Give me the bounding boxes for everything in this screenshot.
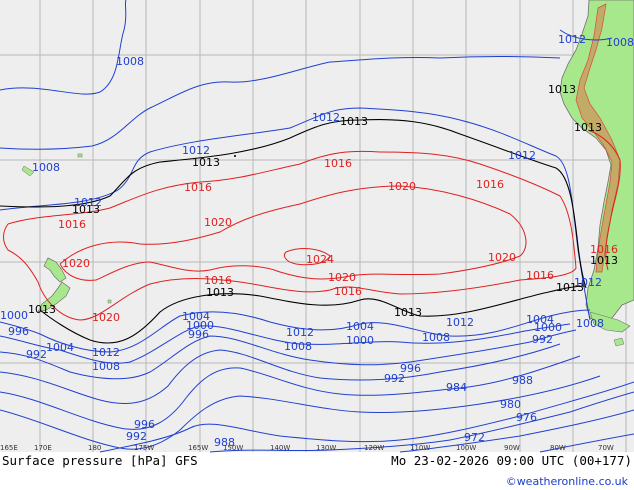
isobar-label: 992 [532, 333, 553, 346]
isobar-label: 992 [126, 430, 147, 443]
isobar-1013 [0, 118, 587, 344]
isobar-label: 1008 [92, 360, 120, 373]
isobar-label: 1013 [574, 121, 602, 134]
isobar-label: 1004 [526, 313, 554, 326]
isobar-label: 1012 [286, 326, 314, 339]
map-title: Surface pressure [hPa] GFS [2, 453, 198, 468]
isobar-label: 1012 [182, 144, 210, 157]
credit-link[interactable]: ©weatheronline.co.uk [505, 475, 628, 488]
longitude-axis: 165E 170E 180 175W 165W 150W 140W 130W 1… [0, 444, 614, 452]
isobar-label: 984 [446, 381, 467, 394]
map-footer: Surface pressure [hPa] GFS Mo 23-02-2026… [0, 452, 634, 490]
isobar-label: 1016 [526, 269, 554, 282]
isobar-label: 976 [516, 411, 537, 424]
isobar-label: 1013 [28, 303, 56, 316]
lon-tick: 180 [88, 444, 101, 452]
lon-tick: 165W [188, 444, 208, 452]
lon-tick: 90W [504, 444, 520, 452]
isobar-label: 1020 [204, 216, 232, 229]
lon-tick: 150W [223, 444, 243, 452]
isobar-label: 1016 [204, 274, 232, 287]
isobar-label: 1012 [74, 196, 102, 209]
isobar-label: 1013 [590, 254, 618, 267]
isobar-label: 996 [8, 325, 29, 338]
isobar-label: 1000 [0, 309, 28, 322]
isobar-labels: 1008 1008 1012 1012 1012 1013 1013 1013 … [0, 33, 634, 449]
isobar-label: 1000 [346, 334, 374, 347]
isobar-label: 1013 [548, 83, 576, 96]
lon-tick: 110W [410, 444, 430, 452]
isobar-label: 980 [500, 398, 521, 411]
isobar-label: 1016 [334, 285, 362, 298]
lon-tick: 80W [550, 444, 566, 452]
isobar-label: 1013 [394, 306, 422, 319]
isobar-label: 1020 [92, 311, 120, 324]
isobar-label: 1013 [192, 156, 220, 169]
isobar-label: 1012 [312, 111, 340, 124]
isobar-label: 1013 [556, 281, 584, 294]
isobar-label: 1012 [508, 149, 536, 162]
ocean-background [0, 0, 634, 452]
isobar-label: 996 [134, 418, 155, 431]
isobars-north [0, 0, 613, 321]
isobar-label: 1000 [534, 321, 562, 334]
lon-tick: 165E [0, 444, 18, 452]
isobar-label: 1012 [558, 33, 586, 46]
isobar-label: 1008 [116, 55, 144, 68]
isobar-label: 996 [188, 328, 209, 341]
isobar-label: 988 [214, 436, 235, 449]
isobar-label: 992 [384, 372, 405, 385]
isobar-label: 988 [512, 374, 533, 387]
isobar-label: 1012 [446, 316, 474, 329]
isobar-label: 1008 [576, 317, 604, 330]
isobar-label: 1012 [574, 276, 602, 289]
lon-tick: 130W [316, 444, 336, 452]
pitcairn-island [234, 155, 236, 157]
chatham-islands [107, 299, 112, 304]
forecast-datetime: Mo 23-02-2026 09:00 UTC (00+177) [391, 453, 632, 468]
isobar-label: 1016 [58, 218, 86, 231]
isobar-label: 1012 [92, 346, 120, 359]
isobar-label: 1016 [324, 157, 352, 170]
new-zealand-north-island [43, 257, 67, 283]
isobar-label: 1004 [182, 310, 210, 323]
isobar-label: 1008 [284, 340, 312, 353]
lon-tick: 175W [134, 444, 154, 452]
isobar-label: 1020 [488, 251, 516, 264]
isobar-label: 1013 [340, 115, 368, 128]
isobar-label: 1016 [590, 243, 618, 256]
isobar-label: 1008 [32, 161, 60, 174]
falkland-islands [613, 337, 625, 347]
fiji-island [77, 153, 83, 158]
lon-tick: 140W [270, 444, 290, 452]
new-caledonia [21, 165, 35, 177]
isobars-high [3, 129, 621, 321]
isobar-label: 1004 [46, 341, 74, 354]
tierra-del-fuego [589, 311, 631, 333]
isobar-label: 1013 [206, 286, 234, 299]
isobar-label: 1016 [476, 178, 504, 191]
isobar-label: 1013 [72, 203, 100, 216]
andes-terrain [575, 3, 621, 273]
lon-tick: 70W [598, 444, 614, 452]
isobar-label: 1004 [346, 320, 374, 333]
isobar-label: 1000 [186, 319, 214, 332]
isobar-label: 1008 [606, 36, 634, 49]
isobar-label: 1020 [62, 257, 90, 270]
isobar-label: 1020 [328, 271, 356, 284]
isobar-label: 1008 [422, 331, 450, 344]
isobar-label: 992 [26, 348, 47, 361]
lon-tick: 170E [34, 444, 52, 452]
isobars-south [0, 309, 634, 453]
graticule [0, 0, 634, 452]
lon-tick: 120W [364, 444, 384, 452]
lon-tick: 100W [456, 444, 476, 452]
isobar-label: 1020 [388, 180, 416, 193]
isobar-label: 972 [464, 431, 485, 444]
isobar-label: 1024 [306, 253, 334, 266]
isobar-label: 1016 [184, 181, 212, 194]
isobar-label: 996 [400, 362, 421, 375]
